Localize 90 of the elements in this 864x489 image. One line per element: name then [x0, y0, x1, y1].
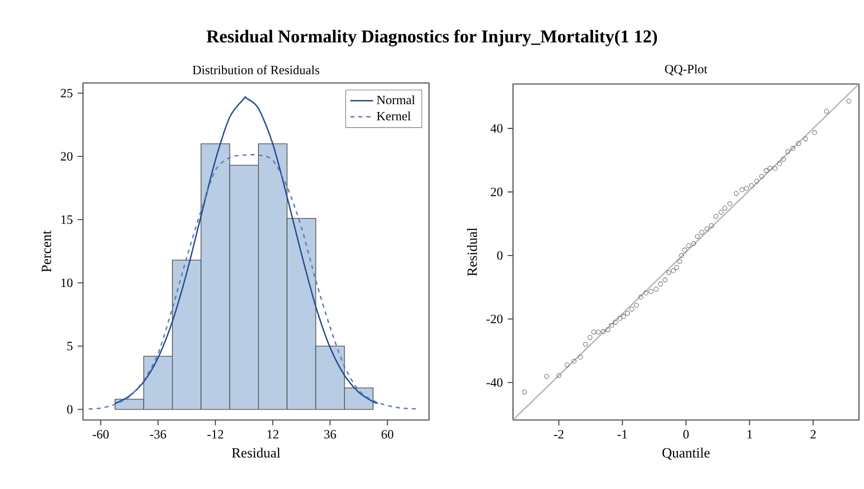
point [564, 362, 570, 368]
x-tick-label: 12 [268, 430, 278, 438]
point [846, 98, 852, 104]
point [634, 302, 639, 308]
x-tick-label: 1 [748, 430, 752, 438]
y-tick-label: 5 [67, 342, 72, 350]
point [749, 183, 754, 188]
point [686, 243, 691, 248]
legend-label: Kernel [376, 111, 411, 120]
x-tick-label: 0 [683, 430, 689, 439]
point [759, 174, 764, 179]
point [617, 316, 622, 321]
x-axis-title: Quantile [662, 448, 710, 460]
point [588, 335, 592, 340]
x-tick-label: 60 [382, 430, 394, 439]
point [722, 206, 728, 211]
point [682, 248, 688, 252]
x-tick-label: 36 [324, 430, 336, 439]
y-tick-label: 20 [60, 152, 72, 161]
y-tick-label: 40 [490, 124, 502, 133]
point [709, 223, 714, 228]
x-tick-label: -60 [92, 430, 109, 439]
point [803, 136, 808, 142]
x-axis-title: Residual [232, 448, 280, 458]
point [638, 294, 644, 300]
point [812, 130, 817, 135]
point [658, 282, 663, 286]
x-tick-label: -12 [207, 430, 224, 438]
point [544, 374, 550, 379]
y-tick-label: 20 [490, 188, 502, 196]
point [679, 253, 684, 258]
point [740, 187, 744, 192]
point [666, 270, 672, 276]
point [630, 306, 634, 312]
point [699, 230, 704, 235]
point [654, 286, 659, 292]
point [648, 288, 654, 294]
point [744, 186, 749, 191]
point [572, 358, 576, 364]
point [785, 149, 790, 154]
point [674, 265, 679, 270]
point [796, 140, 801, 146]
y-tick-label: 25 [60, 88, 72, 98]
y-tick-label: 0 [67, 405, 72, 414]
point [713, 214, 718, 219]
y-tick-label: -20 [486, 314, 502, 324]
point [644, 290, 648, 296]
point [621, 314, 626, 319]
point [578, 354, 583, 360]
y-tick-label: 0 [497, 251, 502, 260]
point [609, 322, 614, 328]
point [662, 278, 668, 282]
point [727, 201, 732, 206]
y-tick-label: -40 [486, 378, 502, 387]
x-tick-label: -36 [150, 430, 166, 439]
point [695, 234, 700, 239]
point [583, 342, 588, 347]
x-tick-label: -2 [554, 430, 564, 438]
point [600, 329, 606, 334]
x-tick-label: -1 [618, 430, 627, 438]
point [556, 373, 562, 378]
chart-title: Residual Normality Diagnostics for Injury_Mortality(1 12) [206, 30, 657, 46]
y-tick-label: 10 [61, 278, 72, 288]
y-tick-label: 15 [61, 215, 72, 224]
point [777, 161, 782, 166]
point [754, 178, 759, 184]
legend-label: Normal [376, 95, 415, 104]
point [824, 108, 829, 114]
point [734, 191, 739, 196]
point [591, 330, 596, 334]
point [704, 226, 710, 232]
point [718, 210, 724, 215]
point [625, 310, 630, 316]
point [764, 168, 769, 174]
chart-title: QQ-Plot [665, 64, 708, 76]
chart-subtitle: Distribution of Residuals [192, 65, 320, 74]
point [670, 268, 676, 274]
y-axis-title: Residual [467, 228, 477, 276]
point [613, 320, 618, 325]
point [596, 330, 601, 334]
point [780, 156, 786, 162]
point [772, 166, 778, 171]
point [790, 146, 796, 151]
x-tick-label: 2 [810, 430, 816, 438]
point [605, 327, 610, 332]
point [677, 259, 682, 264]
point [522, 390, 527, 394]
point [768, 166, 772, 171]
point [691, 241, 696, 246]
y-axis-title: Percent [42, 230, 52, 272]
